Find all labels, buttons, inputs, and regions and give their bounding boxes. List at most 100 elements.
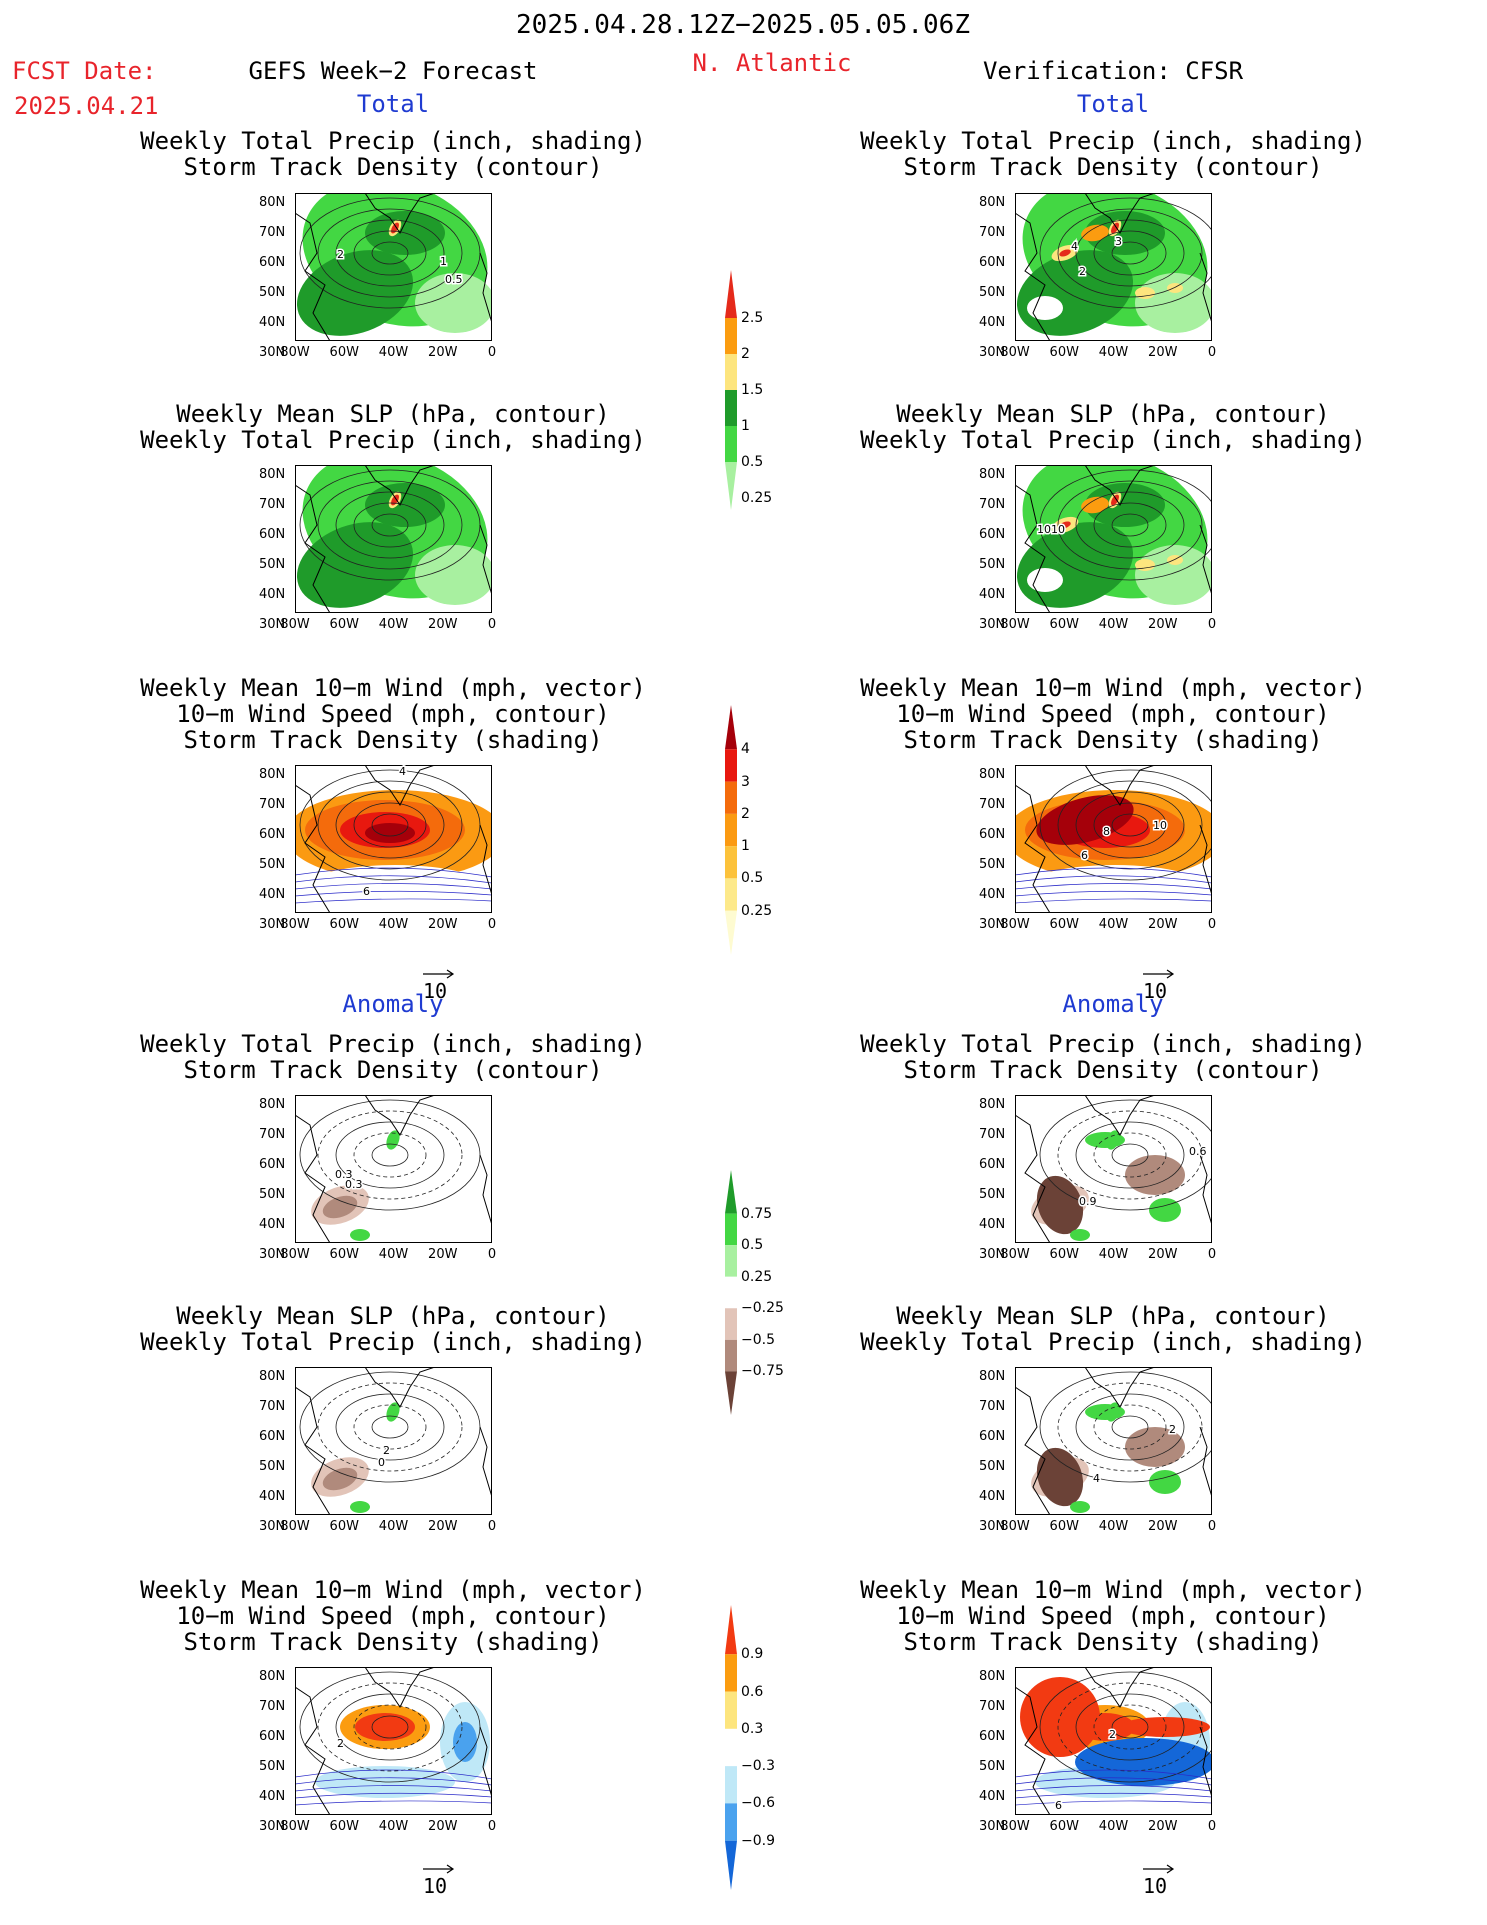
contour-line — [317, 780, 463, 870]
contour-line — [1039, 1099, 1212, 1211]
lon-tick-label: 20W — [1148, 1247, 1178, 1262]
contour-label: 2 — [337, 248, 344, 261]
colorbar-band — [725, 462, 737, 510]
map-panel-1-right: 4 3 2 — [1015, 193, 1212, 341]
lon-tick-label: 60W — [1049, 1519, 1079, 1534]
contour-line — [1057, 1382, 1203, 1472]
colorbar-label: 0.25 — [741, 1268, 773, 1285]
contour-line — [1075, 219, 1185, 287]
coastline-greenland — [1084, 193, 1156, 234]
lat-tick-label: 80N — [259, 767, 286, 782]
lon-tick-label: 40W — [378, 917, 409, 932]
colorbar-label: 2 — [741, 346, 750, 362]
lat-tick-label: 30N — [259, 1519, 286, 1534]
colorbar-band — [725, 910, 737, 955]
precip-shade — [1027, 296, 1063, 320]
lat-tick-label: 70N — [979, 497, 1006, 512]
contour-line — [1093, 1704, 1167, 1750]
colorbar-band — [725, 1245, 737, 1277]
colorbar-label: 0.25 — [741, 490, 773, 506]
lon-tick-label: 0 — [1207, 917, 1217, 932]
lat-tick-label: 80N — [259, 1669, 286, 1684]
lon-tick-label: 40W — [1098, 617, 1129, 632]
lat-tick-label: 50N — [259, 1459, 286, 1474]
map-panel-5-left: 20 — [295, 1367, 492, 1515]
colorbar-band — [725, 354, 737, 390]
lon-tick-label: 80W — [1000, 917, 1030, 932]
lon-tick-label: 0 — [1207, 345, 1217, 360]
contour-line — [1039, 1371, 1212, 1483]
lat-tick-label: 40N — [979, 1217, 1006, 1232]
lat-tick-label: 70N — [259, 1699, 286, 1714]
lat-tick-label: 40N — [259, 1217, 286, 1232]
colorbar-band — [725, 878, 737, 911]
lon-tick-label: 40W — [1098, 1519, 1129, 1534]
wind-vector-streak — [1015, 898, 1212, 904]
precip-shade — [1111, 494, 1119, 506]
map-frame — [295, 1367, 492, 1515]
lon-tick-label: 60W — [329, 1247, 359, 1262]
panel-title: Storm Track Density (shading) — [183, 726, 603, 754]
contour-line — [353, 802, 427, 848]
contour-line — [353, 1704, 427, 1750]
colorbar-label: 0.5 — [741, 870, 764, 887]
contour-line — [1039, 469, 1212, 581]
colorbar-label: 0.3 — [741, 1720, 764, 1737]
section-anomaly-right: Anomaly — [1062, 990, 1164, 1018]
contour-line — [353, 1404, 427, 1450]
colorbar-label: −0.25 — [741, 1300, 784, 1317]
contour-label: 10 — [1153, 819, 1167, 832]
lat-tick-label: 80N — [979, 767, 1006, 782]
lat-tick-label: 50N — [259, 557, 286, 572]
anom-precip-shade — [386, 1402, 400, 1422]
contour-line — [317, 1682, 463, 1772]
lat-tick-label: 80N — [979, 195, 1006, 210]
coastline-greenland — [364, 1667, 436, 1708]
map-panel-6-right: 26 — [1015, 1667, 1212, 1815]
panel-title: Weekly Mean 10−m Wind (mph, vector) — [140, 674, 646, 702]
contour-line — [1057, 1682, 1203, 1772]
precip-shade — [1085, 483, 1165, 527]
track-shade — [1036, 795, 1134, 845]
colorbar-label: 0.6 — [741, 1683, 764, 1700]
panel-title: Storm Track Density (contour) — [183, 1056, 603, 1084]
anom-track-shade — [1120, 1717, 1210, 1737]
lon-tick-label: 0 — [1207, 1519, 1217, 1534]
colorbar-label: 1 — [741, 418, 750, 434]
contour-line — [1075, 791, 1185, 859]
anom-precip-shade — [1106, 1130, 1120, 1150]
lon-tick-label: 20W — [1148, 345, 1178, 360]
anom-precip-shade — [322, 1467, 358, 1491]
lon-tick-label: 0 — [487, 617, 497, 632]
colorbar-band — [725, 318, 737, 354]
colorbar-label: 1.5 — [741, 382, 764, 398]
lon-tick-label: 60W — [1049, 617, 1079, 632]
lon-tick-label: 20W — [428, 1819, 458, 1834]
anom-precip-shade — [322, 1195, 358, 1219]
fcst-date-value: 2025.04.21 — [14, 92, 159, 120]
lat-tick-label: 40N — [259, 315, 286, 330]
precip-shade — [1135, 287, 1155, 299]
contour-label: 6 — [1081, 849, 1088, 862]
lat-tick-label: 40N — [979, 315, 1006, 330]
coastline-americas — [1015, 784, 1051, 913]
coastline-americas — [1015, 1114, 1051, 1243]
precip-shade — [1081, 224, 1109, 242]
lon-tick-label: 40W — [378, 1247, 409, 1262]
anom-precip-shade — [1125, 1427, 1185, 1467]
lat-tick-label: 60N — [979, 827, 1006, 842]
lat-tick-label: 60N — [259, 1729, 286, 1744]
wind-vector-streak — [1015, 1777, 1212, 1786]
valid-period: 2025.04.28.12Z−2025.05.05.06Z — [516, 10, 970, 40]
map-frame — [295, 1667, 492, 1815]
reference-vector-label: 10 — [423, 1874, 448, 1898]
contour-line — [371, 1415, 409, 1439]
lon-tick-label: 60W — [329, 1819, 359, 1834]
contour-line — [1057, 780, 1203, 870]
colorbar-label: −0.75 — [741, 1363, 784, 1380]
contour-line — [353, 230, 427, 276]
lat-tick-label: 50N — [979, 285, 1006, 300]
panel-title: Weekly Mean 10−m Wind (mph, vector) — [140, 1576, 646, 1604]
colorbar-label: 0.25 — [741, 902, 773, 919]
coastline-greenland — [364, 465, 436, 506]
